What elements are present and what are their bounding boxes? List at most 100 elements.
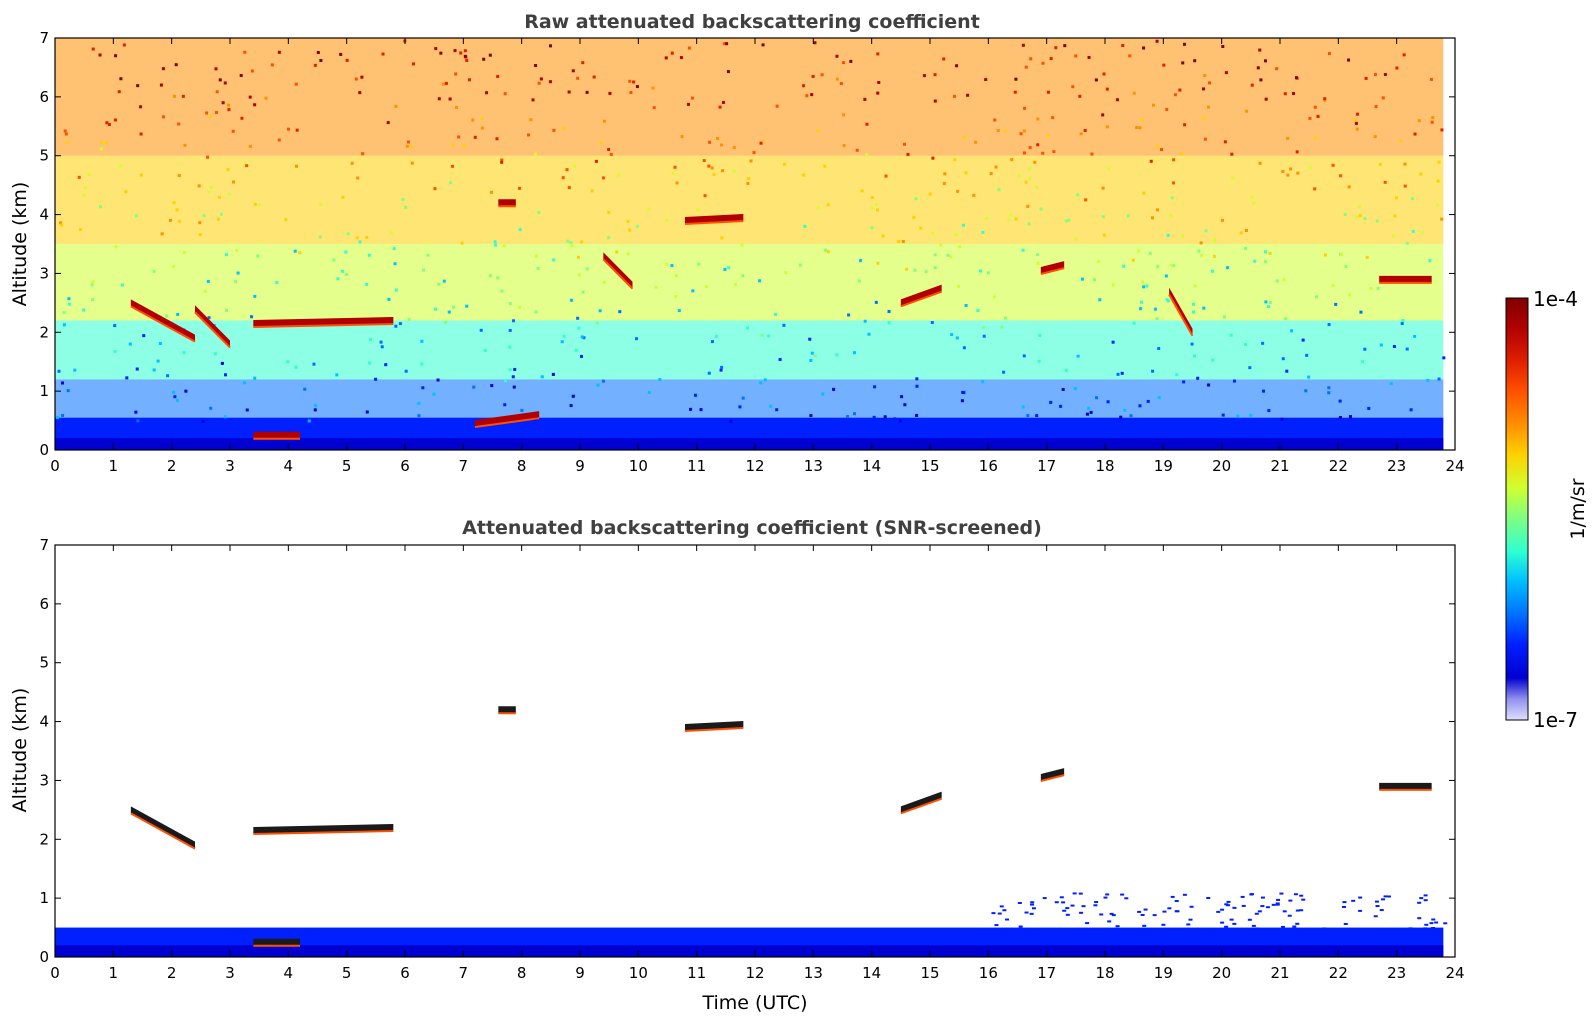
noise-speckle (738, 405, 742, 409)
noise-speckle (607, 147, 611, 151)
residual-speckle (1373, 915, 1378, 918)
noise-speckle (1035, 185, 1039, 189)
noise-speckle (955, 64, 959, 68)
noise-speckle (1026, 414, 1030, 418)
noise-speckle (433, 307, 437, 311)
noise-speckle (1090, 152, 1094, 156)
noise-speckle (344, 250, 348, 254)
noise-speckle (1041, 61, 1045, 65)
noise-speckle (760, 333, 764, 337)
noise-speckle (626, 219, 630, 223)
noise-speckle (576, 316, 580, 320)
residual-speckle (1271, 903, 1276, 906)
noise-speckle (1141, 280, 1145, 284)
x-tick-label: 22 (1329, 457, 1348, 475)
noise-speckle (1340, 253, 1344, 257)
noise-speckle (1296, 171, 1300, 175)
noise-speckle (1378, 162, 1382, 166)
noise-speckle (253, 202, 257, 206)
noise-speckle (835, 54, 839, 58)
noise-speckle (1139, 307, 1143, 311)
noise-speckle (381, 52, 385, 56)
noise-speckle (1054, 46, 1058, 50)
residual-speckle (1162, 910, 1167, 913)
noise-speckle (905, 267, 909, 271)
noise-speckle (253, 376, 257, 380)
noise-speckle (389, 231, 393, 235)
residual-speckle (1260, 905, 1265, 908)
noise-speckle (1102, 72, 1106, 76)
noise-speckle (906, 153, 910, 157)
noise-speckle (1160, 148, 1164, 152)
noise-speckle (444, 81, 448, 85)
noise-speckle (1102, 233, 1106, 237)
residual-speckle (994, 924, 999, 927)
noise-speckle (1049, 57, 1053, 61)
noise-speckle (1419, 172, 1423, 176)
residual-speckle (1059, 896, 1064, 899)
noise-speckle (365, 410, 369, 414)
noise-speckle (1033, 160, 1037, 164)
noise-speckle (1014, 217, 1018, 221)
noise-speckle (665, 218, 669, 222)
residual-speckle (1287, 914, 1292, 917)
noise-speckle (628, 228, 632, 232)
noise-speckle (1275, 279, 1279, 283)
noise-speckle (729, 419, 733, 423)
noise-speckle (1358, 214, 1362, 218)
residual-speckle (1280, 925, 1285, 928)
noise-speckle (964, 303, 968, 307)
noise-speckle (248, 144, 252, 148)
raw-backscatter-panel: Raw attenuated backscattering coefficien… (9, 11, 1465, 475)
x-tick-label: 1 (109, 964, 119, 982)
noise-speckle (508, 345, 512, 349)
residual-speckle (997, 912, 1002, 915)
noise-speckle (58, 221, 62, 225)
noise-speckle (60, 223, 64, 227)
noise-speckle (915, 377, 919, 381)
noise-speckle (759, 141, 763, 145)
colorbar-max-label: 1e-4 (1533, 287, 1578, 311)
noise-speckle (1394, 196, 1398, 200)
cloud-layer-edge (253, 830, 394, 835)
noise-speckle (551, 372, 555, 376)
noise-speckle (1295, 150, 1299, 154)
x-tick-label: 21 (1270, 457, 1289, 475)
x-tick-label: 16 (979, 964, 998, 982)
noise-speckle (740, 243, 744, 247)
noise-speckle (1436, 203, 1440, 207)
residual-speckle (1143, 908, 1148, 911)
cloud-layer-edge (1040, 267, 1065, 275)
noise-speckle (457, 135, 461, 139)
noise-speckle (1139, 300, 1143, 304)
y-axis-ticks: 0 1 2 3 4 5 6 7 (39, 29, 1455, 459)
noise-speckle (1426, 378, 1430, 382)
noise-speckle (664, 56, 668, 60)
noise-speckle (897, 240, 901, 244)
noise-speckle (1211, 358, 1215, 362)
heatmap-area (55, 38, 1446, 450)
y-tick-label: 1 (39, 889, 49, 907)
noise-speckle (746, 181, 750, 185)
noise-speckle (864, 153, 868, 157)
noise-speckle (976, 308, 980, 312)
noise-speckle (1191, 310, 1195, 314)
noise-speckle (565, 168, 569, 172)
noise-speckle (1264, 300, 1268, 304)
residual-speckle (1081, 905, 1086, 908)
noise-speckle (152, 368, 156, 372)
y-axis-label: Altitude (km) (9, 688, 31, 813)
noise-speckle (1116, 372, 1120, 376)
noise-speckle (1229, 333, 1233, 337)
noise-speckle (1076, 193, 1080, 197)
noise-speckle (448, 181, 452, 185)
noise-speckle (463, 49, 467, 53)
noise-speckle (601, 379, 605, 383)
noise-speckle (832, 387, 836, 391)
noise-speckle (171, 390, 175, 394)
noise-speckle (248, 95, 252, 99)
noise-speckle (876, 91, 880, 95)
noise-speckle (997, 188, 1001, 192)
noise-speckle (898, 419, 902, 423)
noise-speckle (942, 57, 946, 61)
